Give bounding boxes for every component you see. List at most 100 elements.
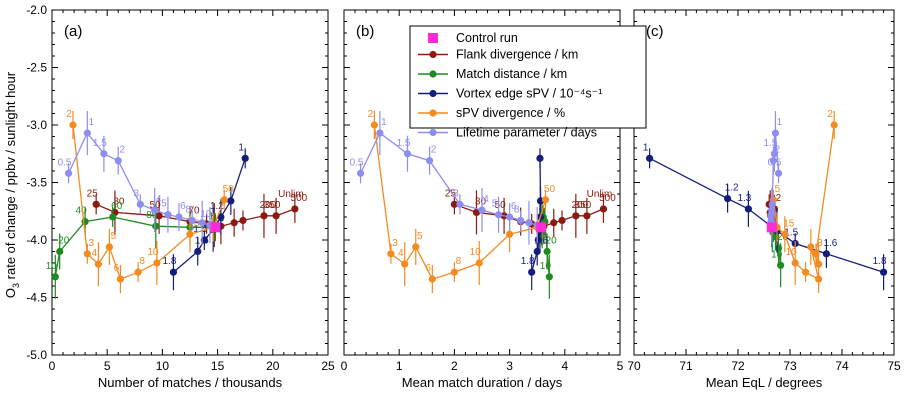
data-point (450, 200, 458, 208)
point-label: 1 (381, 117, 387, 128)
data-point (401, 260, 409, 268)
point-label: 1.5 (763, 138, 777, 149)
data-point (230, 219, 238, 227)
data-point (774, 169, 783, 177)
point-label: 1 (643, 142, 649, 153)
series-3: 1.81.61.51.31.21 (643, 142, 888, 291)
data-point (456, 200, 464, 208)
data-point (387, 250, 395, 258)
point-label: 20 (546, 236, 558, 247)
series-end-label: Unlim (278, 189, 304, 200)
point-label: 6 (511, 201, 517, 212)
data-point (777, 261, 785, 269)
point-label: 2 (66, 109, 72, 120)
point-label: 80 (146, 210, 158, 221)
point-label: 3 (89, 238, 95, 249)
point-label: 10 (46, 261, 58, 272)
data-point (403, 150, 412, 158)
data-point (370, 121, 378, 129)
y-tick-label: -3.0 (26, 118, 47, 132)
point-label: 1.3 (737, 193, 751, 204)
series-line (373, 124, 547, 280)
x-tick-label: 2 (451, 359, 458, 373)
point-label: 8 (514, 204, 520, 215)
point-label: 20 (188, 218, 200, 229)
x-tick-label: 75 (887, 359, 901, 373)
x-tick-label: 25 (321, 359, 335, 373)
x-axis-label: Mean match duration / days (402, 375, 563, 390)
y-tick-label: -2.5 (26, 61, 47, 75)
legend-marker (429, 89, 437, 98)
data-point (545, 273, 553, 281)
point-label: 1.5 (193, 224, 207, 235)
point-label: 10 (786, 247, 798, 258)
data-point (724, 195, 732, 203)
point-label: 50 (544, 184, 556, 195)
series-3: 1.81.61.51.31.21 (162, 142, 249, 291)
data-point (770, 150, 779, 158)
data-point (802, 268, 810, 276)
legend-marker (429, 70, 437, 78)
x-tick-label: 0 (341, 359, 348, 373)
legend-marker (429, 50, 437, 59)
point-label: 1.2 (725, 183, 739, 194)
point-label: 4 (156, 194, 162, 205)
point-label: 200 (260, 200, 277, 211)
legend-label: Match distance / km (456, 67, 567, 81)
point-label: 500 (599, 193, 616, 204)
x-tick-label: 74 (835, 359, 849, 373)
data-point (769, 157, 777, 165)
point-label: 5 (111, 231, 117, 242)
data-point (100, 150, 108, 158)
data-point (356, 169, 365, 177)
data-point (136, 200, 144, 208)
y-axis-label-rest: rate of change / ppbv / sunlight hour (3, 71, 18, 283)
y-tick-label: -3.5 (26, 176, 47, 190)
data-point (239, 216, 247, 225)
data-point (478, 206, 486, 214)
data-point (543, 247, 551, 256)
y-tick-label: -4.5 (26, 291, 47, 305)
point-label: 30 (475, 196, 487, 207)
x-tick-label: 70 (627, 359, 641, 373)
data-point (260, 212, 268, 220)
point-label: 2 (431, 145, 437, 156)
point-label: 2 (827, 109, 833, 120)
x-tick-label: 71 (679, 359, 693, 373)
data-point (220, 196, 228, 204)
x-tick-label: 5 (104, 359, 111, 373)
data-point (528, 268, 536, 276)
data-point (83, 250, 91, 258)
plot-frame (51, 9, 329, 356)
data-point (525, 219, 533, 227)
data-point (64, 169, 73, 177)
point-label: 8 (185, 204, 191, 215)
point-label: 1 (238, 142, 244, 153)
point-label: 15 (783, 218, 795, 229)
point-label: 6 (180, 201, 186, 212)
point-label: 20 (58, 236, 70, 247)
series-end-label: Unlim (587, 189, 613, 200)
x-tick-label: 0 (49, 359, 56, 373)
data-point (412, 243, 420, 251)
point-label: 500 (291, 193, 308, 204)
data-point (153, 259, 161, 267)
control-run-marker (210, 222, 221, 233)
point-label: 5 (775, 184, 781, 195)
data-point (472, 208, 481, 216)
data-point (194, 247, 202, 256)
data-point (534, 236, 542, 244)
point-label: 1.8 (162, 256, 176, 267)
data-point (169, 268, 178, 276)
x-tick-label: 5 (617, 359, 624, 373)
point-label: 2 (119, 145, 125, 156)
data-point (815, 260, 823, 268)
data-point (164, 211, 172, 219)
point-label: 50 (223, 184, 235, 195)
x-tick-label: 3 (506, 359, 513, 373)
point-label: 0.5 (58, 157, 72, 168)
point-label: 10 (771, 249, 783, 260)
